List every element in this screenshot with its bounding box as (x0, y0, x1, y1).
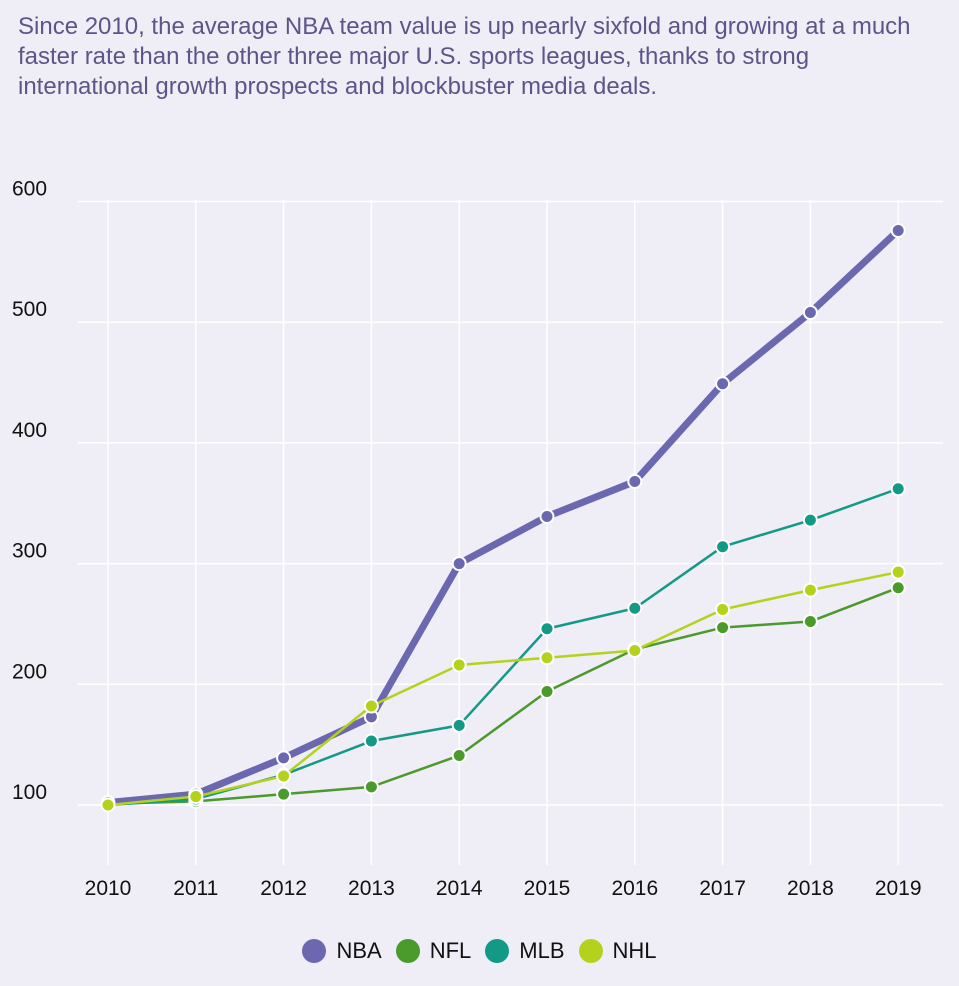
data-point-nfl (802, 614, 818, 630)
legend-label: NHL (612, 938, 657, 963)
data-point-nfl (363, 779, 379, 795)
legend-item-mlb[interactable]: MLB (485, 938, 565, 964)
legend-label: MLB (519, 938, 565, 963)
data-point-nba (627, 474, 643, 490)
y-tick-label: 400 (12, 419, 47, 442)
data-point-nfl (539, 684, 555, 700)
x-tick-label: 2019 (875, 877, 922, 900)
x-tick-label: 2018 (787, 877, 834, 900)
data-point-nfl (715, 620, 731, 636)
data-point-nba (539, 509, 555, 525)
data-point-nhl (715, 601, 731, 617)
chart-subtitle: Since 2010, the average NBA team value i… (18, 13, 911, 100)
legend-label: NFL (429, 938, 472, 963)
series-line-nhl (107, 570, 899, 807)
y-tick-label: 500 (12, 298, 47, 321)
series-line-nfl (107, 586, 899, 806)
legend: NBA NFL MLB NHL (0, 938, 959, 964)
data-point-nhl (539, 650, 555, 666)
data-point-nba (890, 222, 906, 238)
legend-item-nba[interactable]: NBA (302, 938, 382, 964)
data-point-nhl (890, 564, 906, 580)
data-point-nhl (627, 643, 643, 659)
data-point-nba (276, 750, 292, 766)
legend-marker-icon (302, 939, 327, 963)
legend-item-nhl[interactable]: NHL (578, 938, 657, 964)
data-point-nba (715, 376, 731, 392)
data-point-mlb (451, 717, 467, 733)
data-point-mlb (802, 512, 818, 528)
x-tick-label: 2015 (524, 877, 571, 900)
data-point-nfl (451, 748, 467, 764)
data-point-nhl (100, 797, 116, 813)
x-tick-label: 2016 (611, 877, 658, 900)
data-point-nfl (890, 580, 906, 596)
data-point-nba (451, 556, 467, 572)
data-point-nhl (188, 789, 204, 805)
data-point-nhl (451, 657, 467, 673)
y-tick-label: 300 (12, 540, 47, 563)
x-tick-label: 2017 (699, 877, 746, 900)
data-point-nhl (363, 698, 379, 714)
legend-label: NBA (336, 938, 382, 963)
x-tick-label: 2010 (85, 877, 132, 900)
data-point-mlb (627, 600, 643, 616)
data-point-nhl (802, 582, 818, 598)
y-tick-label: 100 (12, 781, 47, 804)
legend-marker-icon (395, 939, 420, 963)
line-chart: 100 200 300 400 500 600 2010 2011 2012 2013 2014 20… (12, 178, 943, 900)
data-point-mlb (715, 539, 731, 555)
data-point-mlb (363, 733, 379, 749)
data-point-nba (802, 305, 818, 321)
y-tick-label: 600 (12, 178, 47, 201)
legend-marker-icon (578, 939, 603, 963)
x-tick-label: 2013 (348, 877, 395, 900)
data-point-mlb (539, 621, 555, 637)
x-tick-label: 2012 (260, 877, 307, 900)
legend-item-nfl[interactable]: NFL (395, 938, 472, 964)
x-tick-label: 2011 (173, 877, 218, 900)
data-point-mlb (890, 481, 906, 497)
x-tick-label: 2014 (436, 877, 483, 900)
legend-marker-icon (485, 939, 510, 963)
data-point-nhl (276, 768, 292, 784)
data-point-nfl (276, 786, 292, 802)
series-line-nba (107, 227, 901, 807)
y-tick-label: 200 (12, 660, 47, 683)
